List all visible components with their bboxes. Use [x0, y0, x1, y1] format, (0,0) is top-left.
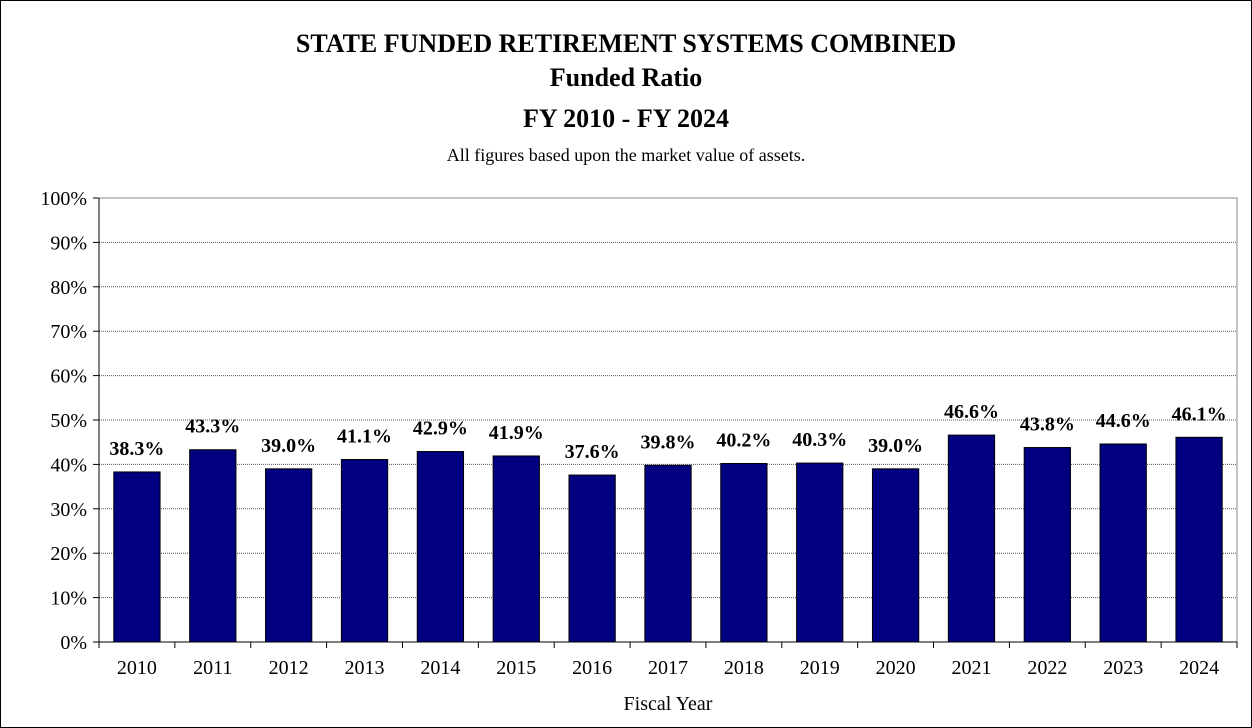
bar-2024: [1175, 436, 1223, 643]
x-tick-label-2022: 2022: [1027, 657, 1067, 679]
data-label-2012: 39.0%: [261, 435, 316, 457]
data-label-2017: 39.8%: [641, 431, 696, 453]
x-tick-label-2017: 2017: [648, 657, 688, 679]
data-label-2011: 43.3%: [185, 416, 240, 438]
data-label-2023: 44.6%: [1096, 410, 1151, 432]
data-label-2019: 40.3%: [792, 429, 847, 451]
data-label-2024: 46.1%: [1172, 403, 1227, 425]
bars: [113, 434, 1223, 643]
bar-2011: [189, 449, 237, 643]
x-tick-label-2019: 2019: [800, 657, 840, 679]
bar-2020: [871, 468, 920, 643]
bar-2021: [947, 434, 996, 643]
chart-title: STATE FUNDED RETIREMENT SYSTEMS COMBINED: [295, 29, 957, 58]
y-tick-label: 30%: [50, 499, 87, 521]
data-label-2022: 43.8%: [1020, 414, 1075, 436]
y-tick-label: 10%: [50, 588, 87, 610]
bar-2023: [1099, 443, 1147, 643]
y-tick-label: 60%: [50, 366, 87, 388]
data-labels: 38.3% 43.3% 39.0% 41.1% 42.9% 41.9% 37.6% 39.8%…: [109, 401, 1226, 463]
data-label-2018: 40.2%: [716, 430, 771, 452]
bar-2010: [113, 471, 161, 643]
chart-title-line-3: FY 2010 - FY 2024: [522, 104, 730, 133]
y-tick-label: 20%: [50, 543, 87, 565]
bar-2016: [568, 474, 616, 643]
y-tick-label: 80%: [50, 277, 87, 299]
x-tick-label-2011: 2011: [193, 657, 232, 679]
x-tick-label-2020: 2020: [876, 657, 916, 679]
data-label-2014: 42.9%: [413, 418, 468, 440]
data-label-2015: 41.9%: [489, 422, 544, 444]
chart-title-line-2: Funded Ratio: [549, 63, 703, 92]
x-tick-label-2023: 2023: [1103, 657, 1143, 679]
bar-2018: [720, 463, 768, 643]
bar-2014: [416, 451, 465, 643]
y-tick-label: 100%: [40, 188, 87, 210]
y-tick-label: 40%: [50, 454, 87, 476]
y-tick-label: 50%: [50, 410, 87, 432]
y-tick-label: 0%: [60, 632, 87, 654]
bar-2019: [796, 462, 844, 643]
bar-2017: [644, 464, 692, 643]
bar-2013: [340, 459, 389, 643]
x-tick-label-2012: 2012: [269, 657, 309, 679]
x-tick-label-2014: 2014: [420, 657, 460, 679]
axes: 0% 10% 20% 30% 40% 50% 60% 70% 80% 90% 100% 2010 201…: [40, 188, 1238, 679]
y-tick-label: 90%: [50, 232, 87, 254]
x-tick-label-2016: 2016: [572, 657, 612, 679]
bar-2022: [1023, 447, 1071, 643]
bar-2012: [265, 468, 313, 643]
x-tick-label-2024: 2024: [1179, 657, 1219, 679]
x-tick-label-2013: 2013: [345, 657, 385, 679]
x-tick-label-2010: 2010: [117, 657, 157, 679]
bar-2015: [492, 455, 540, 643]
x-tick-label-2015: 2015: [496, 657, 536, 679]
y-tick-label: 70%: [50, 321, 87, 343]
x-tick-label-2021: 2021: [951, 657, 991, 679]
data-label-2016: 37.6%: [565, 441, 620, 463]
data-label-2021: 46.6%: [944, 401, 999, 423]
x-axis-title: Fiscal Year: [624, 693, 713, 715]
data-label-2013: 41.1%: [337, 426, 392, 448]
data-label-2010: 38.3%: [109, 438, 164, 460]
chart-subtitle: All figures based upon the market value …: [446, 145, 806, 165]
data-label-2020: 39.0%: [868, 435, 923, 457]
x-tick-label-2018: 2018: [724, 657, 764, 679]
